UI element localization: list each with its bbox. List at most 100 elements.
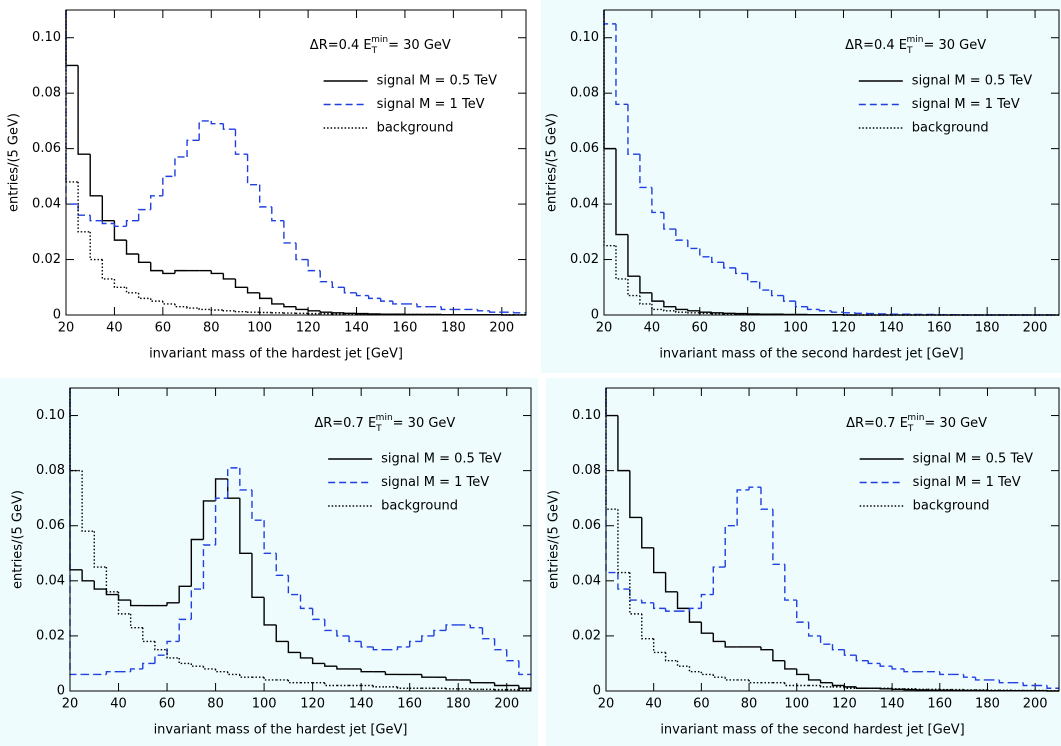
histogram-step <box>770 290 784 297</box>
x-tick-label: 40 <box>644 321 661 336</box>
histogram-step <box>125 240 139 255</box>
x-tick-label: 160 <box>927 697 952 712</box>
histogram-step <box>664 572 678 593</box>
histogram-step <box>796 600 809 623</box>
histogram-step <box>360 668 374 673</box>
histogram-step <box>380 298 393 302</box>
histogram-step <box>396 646 410 650</box>
x-tick-label: 60 <box>692 321 709 336</box>
plot-frame <box>605 387 1060 692</box>
annotation-sub: T <box>907 424 914 434</box>
histogram-step <box>819 685 833 688</box>
x-tick-label: 100 <box>784 697 809 712</box>
y-tick-label: 0.02 <box>36 628 65 643</box>
histogram-step <box>639 276 652 294</box>
histogram-step <box>287 679 301 684</box>
histogram-step <box>174 156 188 177</box>
histogram-step <box>651 292 664 302</box>
histogram-step <box>688 608 702 623</box>
legend-label: signal M = 1 TeV <box>377 97 485 112</box>
y-tick-label: 0.08 <box>570 86 599 101</box>
histogram-step <box>137 208 151 221</box>
histogram-step <box>101 220 115 225</box>
histogram-step <box>794 301 808 308</box>
histogram-step <box>319 270 333 283</box>
histogram-step <box>198 308 212 311</box>
histogram-step <box>263 677 277 681</box>
histogram-step <box>336 630 350 637</box>
histogram-step <box>724 525 738 568</box>
histogram-step <box>202 544 216 590</box>
histogram-step <box>77 181 91 233</box>
histogram-step <box>113 278 127 288</box>
x-tick-label: 200 <box>494 697 519 712</box>
histogram-step <box>617 509 630 574</box>
histogram-step <box>150 298 163 302</box>
histogram-step <box>299 594 313 610</box>
histogram-step <box>210 120 224 125</box>
histogram-step <box>772 509 785 565</box>
histogram-step <box>93 531 107 568</box>
histogram-step <box>113 220 127 241</box>
histogram-step <box>687 312 700 314</box>
x-tick-label: 20 <box>596 321 613 336</box>
histogram-step <box>736 489 750 526</box>
histogram-step <box>258 184 272 208</box>
histogram-step <box>162 175 175 196</box>
histogram-step <box>283 303 296 308</box>
histogram-step <box>154 641 168 651</box>
histogram-step <box>178 585 192 603</box>
histogram-step <box>675 310 688 313</box>
histogram-step <box>295 242 309 261</box>
annotation-tail: = 30 GeV <box>393 416 456 431</box>
histogram-step <box>806 306 820 311</box>
histogram-step <box>700 622 714 634</box>
histogram-step <box>227 671 240 676</box>
histogram-step <box>818 309 832 312</box>
annotation-text: ΔR=0.7 E <box>846 416 908 431</box>
histogram-step <box>758 281 772 291</box>
histogram-step <box>723 312 736 315</box>
y-tick-label: 0 <box>591 308 599 323</box>
histogram-step <box>287 575 301 596</box>
histogram-step <box>251 489 265 521</box>
plot-frame <box>65 9 527 316</box>
histogram-step <box>251 553 265 599</box>
y-tick-label: 0.04 <box>570 197 599 212</box>
histogram-step <box>664 652 678 662</box>
histogram-step <box>469 688 483 691</box>
histogram-step <box>629 572 642 615</box>
histogram-step <box>700 671 714 676</box>
histogram-step <box>142 627 155 643</box>
x-tick-label: 140 <box>879 321 904 336</box>
histogram-step <box>311 657 325 665</box>
histogram-step <box>675 306 688 311</box>
x-tick-label: 80 <box>739 321 756 336</box>
histogram-step <box>440 306 454 311</box>
histogram-step <box>746 273 760 283</box>
histogram-step <box>343 312 357 315</box>
histogram-step <box>81 569 95 582</box>
histogram-step <box>319 310 333 313</box>
histogram-step <box>784 682 797 687</box>
histogram-step <box>89 215 103 222</box>
y-tick-label: 0.08 <box>572 463 601 478</box>
x-tick-label: 40 <box>106 321 123 336</box>
histogram-step <box>962 674 976 678</box>
histogram-step <box>234 310 248 313</box>
legend-label: signal M = 0.5 TeV <box>377 74 497 89</box>
legend-label: signal M = 0.5 TeV <box>912 74 1032 89</box>
y-tick-label: 0.04 <box>36 573 65 588</box>
histogram-step <box>476 309 490 312</box>
annotation-text: ΔR=0.4 E <box>310 38 372 53</box>
histogram-step <box>150 262 163 272</box>
histogram-step <box>488 310 502 313</box>
x-tick-label: 60 <box>159 697 176 712</box>
histogram-step <box>629 589 642 601</box>
y-tick-label: 0.06 <box>570 141 599 156</box>
histogram-step <box>287 641 301 654</box>
histogram-step <box>915 688 928 691</box>
histogram-step <box>433 629 447 636</box>
plot-frame <box>69 387 532 692</box>
